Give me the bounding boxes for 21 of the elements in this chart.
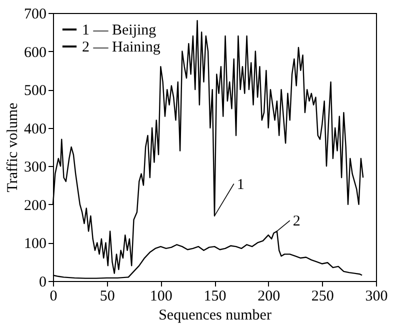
y-tick-label: 700 xyxy=(24,6,46,22)
x-tick-label: 300 xyxy=(365,288,388,304)
x-tick-label: 250 xyxy=(311,288,334,304)
annotation: 1 xyxy=(236,176,244,193)
x-tick-label: 200 xyxy=(258,288,280,304)
x-axis-title: Sequences number xyxy=(158,308,272,324)
y-tick-label: 100 xyxy=(24,236,46,252)
x-tick-label: 0 xyxy=(50,288,58,304)
y-tick-label: 600 xyxy=(24,44,46,61)
x-tick-label: 100 xyxy=(150,288,172,304)
legend-label: 2 — Haining xyxy=(82,40,161,56)
y-axis-title: Traffic volume xyxy=(5,102,21,192)
y-tick-label: 200 xyxy=(24,198,46,214)
y-tick-label: 0 xyxy=(39,274,46,290)
x-tick-label: 50 xyxy=(100,288,115,304)
annotation: 2 xyxy=(292,214,300,230)
y-tick-label: 400 xyxy=(24,121,46,138)
y-tick-label: 300 xyxy=(24,160,46,176)
legend-label: 1 — Beijing xyxy=(82,22,157,38)
y-tick-label: 500 xyxy=(24,83,46,100)
x-tick-label: 150 xyxy=(204,288,226,304)
